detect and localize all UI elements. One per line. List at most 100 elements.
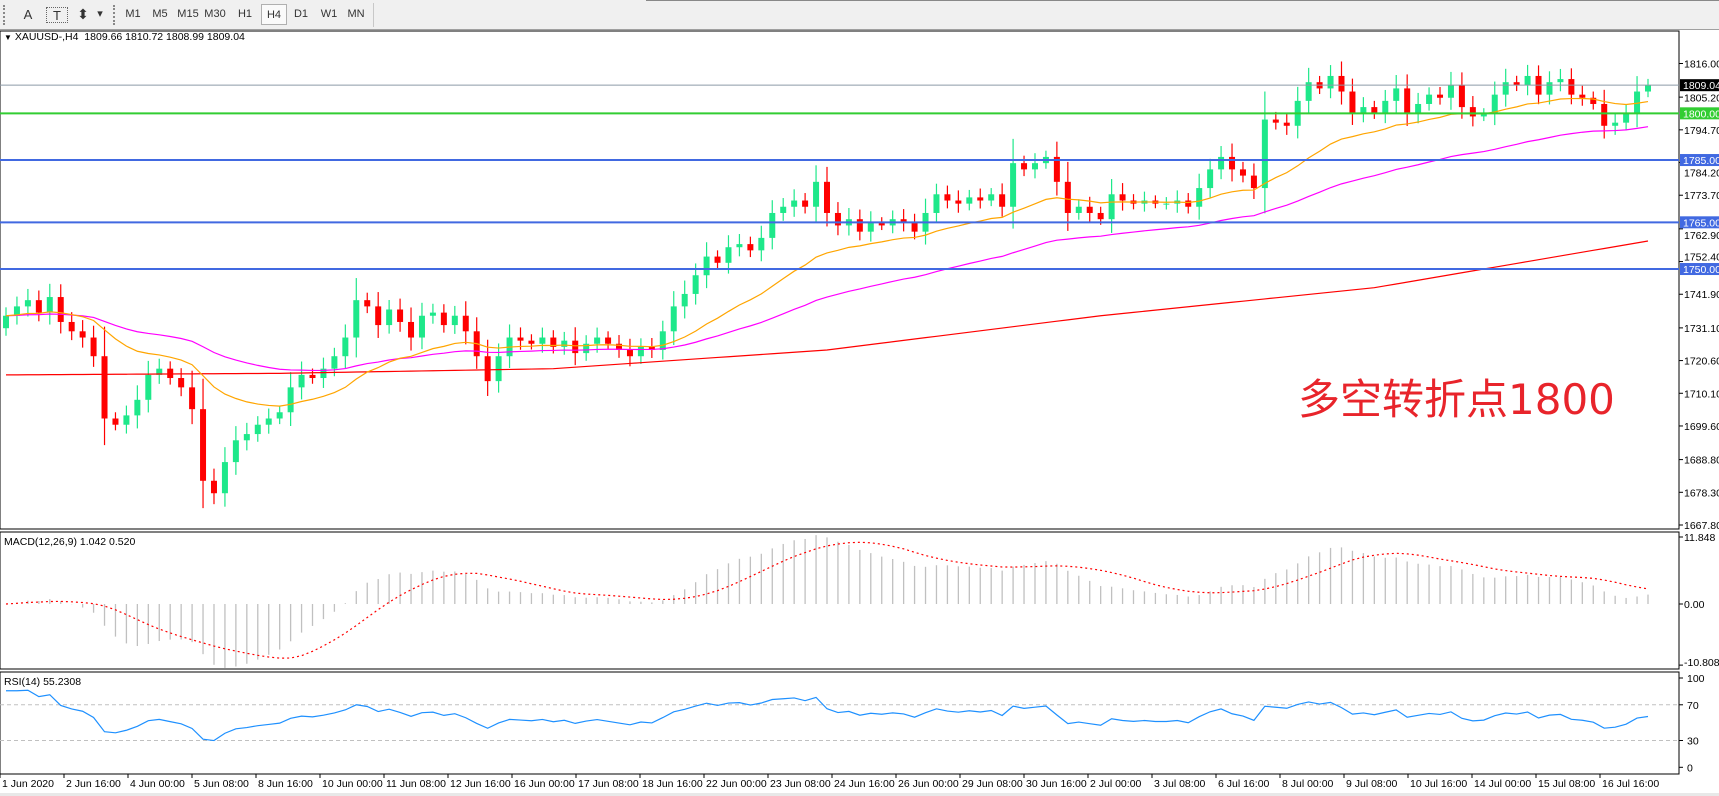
- ma-fast-line: [5, 97, 1649, 407]
- candle-body: [1218, 156, 1225, 170]
- time-tick-label: 8 Jun 16:00: [258, 778, 313, 790]
- candle-body: [90, 337, 97, 357]
- text-label-icon[interactable]: A: [23, 7, 33, 22]
- candle-body: [1021, 163, 1028, 170]
- rsi-axis-label: 0: [1687, 762, 1693, 774]
- candle-body: [856, 219, 863, 232]
- timeframe-h4[interactable]: H4: [261, 4, 287, 25]
- candle-body: [462, 315, 469, 332]
- time-tick-label: 4 Jun 00:00: [130, 778, 185, 790]
- candle-body: [1327, 75, 1334, 89]
- candle-body: [670, 306, 677, 332]
- candle-body: [101, 356, 108, 419]
- level-price-box: [1680, 107, 1719, 120]
- candle-body: [791, 200, 798, 207]
- candle-body: [703, 256, 710, 276]
- level-price-box: [1680, 79, 1719, 92]
- candle-body: [1305, 82, 1312, 101]
- price-tick-label: 1794.70: [1684, 125, 1719, 137]
- price-tick-label: 1752.40: [1684, 252, 1719, 264]
- candle-body: [287, 387, 294, 413]
- candle-body: [517, 337, 524, 341]
- candle-body: [725, 247, 732, 263]
- candle-body: [583, 343, 590, 354]
- level-price-label: 1800.00: [1683, 108, 1719, 120]
- candle-body: [1645, 85, 1651, 92]
- candle-body: [200, 409, 207, 481]
- candle-body: [1502, 82, 1509, 95]
- toolbar-grip[interactable]: [3, 5, 8, 25]
- chevron-down-icon[interactable]: ▾: [97, 8, 103, 20]
- candle-body: [714, 256, 721, 263]
- candle-body: [1229, 156, 1236, 170]
- candle-body: [878, 222, 885, 226]
- candle-body: [68, 321, 75, 332]
- time-tick-label: 5 Jun 08:00: [194, 778, 249, 790]
- candle-body: [156, 368, 163, 375]
- candle-body: [484, 356, 491, 382]
- candle-body: [999, 194, 1006, 207]
- candle-body: [867, 222, 874, 232]
- status-strip: [0, 793, 1719, 796]
- candle-body: [1053, 156, 1060, 182]
- candle-body: [298, 374, 305, 388]
- candle-body: [440, 312, 447, 326]
- candle-body: [758, 237, 765, 251]
- candle-body: [834, 212, 841, 226]
- candle-body: [977, 197, 984, 201]
- candle-body: [1415, 103, 1422, 114]
- candle-body: [1086, 206, 1093, 213]
- timeframe-m30[interactable]: M30: [204, 8, 226, 20]
- collapse-arrow-icon[interactable]: ▼: [4, 33, 12, 42]
- candle-body: [254, 424, 261, 435]
- macd-pane: [0, 531, 1680, 670]
- candle-body: [572, 340, 579, 354]
- price-tick-label: 1741.90: [1684, 289, 1719, 301]
- candle-body: [342, 337, 349, 357]
- rsi-axis-label: 30: [1687, 736, 1699, 748]
- rsi-line: [6, 689, 1649, 742]
- time-tick-label: 10 Jun 00:00: [322, 778, 383, 790]
- candle-body: [221, 462, 228, 494]
- level-price-box: [1680, 263, 1719, 276]
- candle-body: [276, 412, 283, 419]
- candle-body: [1557, 79, 1564, 83]
- time-tick-label: 8 Jul 00:00: [1282, 778, 1334, 790]
- candle-body: [331, 356, 338, 369]
- candle-body: [1601, 103, 1608, 126]
- timeframe-m1[interactable]: M1: [125, 8, 141, 20]
- time-tick-label: 1 Jun 2020: [2, 778, 54, 790]
- timeframe-mn[interactable]: MN: [347, 8, 365, 20]
- level-price-label: 1785.00: [1683, 155, 1719, 167]
- time-tick-label: 23 Jun 08:00: [770, 778, 831, 790]
- time-tick-label: 17 Jun 08:00: [578, 778, 639, 790]
- text-box-icon[interactable]: T: [46, 7, 68, 23]
- candle-body: [1108, 194, 1115, 220]
- timeframe-m5[interactable]: M5: [152, 8, 168, 20]
- candle-body: [780, 206, 787, 213]
- arrows-icon[interactable]: ⬍: [77, 6, 89, 22]
- timeframe-m15[interactable]: M15: [177, 8, 199, 20]
- candle-body: [1546, 82, 1553, 95]
- chart-annotation: 多空转折点1800: [1298, 375, 1615, 424]
- candle-body: [955, 200, 962, 204]
- timeframe-h1[interactable]: H1: [237, 8, 253, 20]
- price-tick-label: 1678.30: [1684, 487, 1719, 499]
- candle-body: [692, 275, 699, 294]
- candle-body: [813, 181, 820, 207]
- timeframe-w1[interactable]: W1: [320, 8, 338, 20]
- timeframe-d1[interactable]: D1: [293, 8, 309, 20]
- candle-body: [933, 194, 940, 213]
- ohlc-values: 1809.66 1810.72 1808.99 1809.04: [84, 31, 245, 43]
- candle-body: [616, 343, 623, 350]
- toolbar-grip[interactable]: [113, 5, 118, 25]
- candle-body: [1382, 100, 1389, 114]
- time-tick-label: 2 Jul 00:00: [1090, 778, 1142, 790]
- candle-body: [178, 378, 185, 388]
- rsi-axis-label: 70: [1687, 700, 1699, 712]
- time-tick-label: 29 Jun 08:00: [962, 778, 1023, 790]
- ma-mid-line: [5, 126, 1649, 372]
- candle-body: [1590, 97, 1597, 104]
- candle-body: [46, 297, 53, 313]
